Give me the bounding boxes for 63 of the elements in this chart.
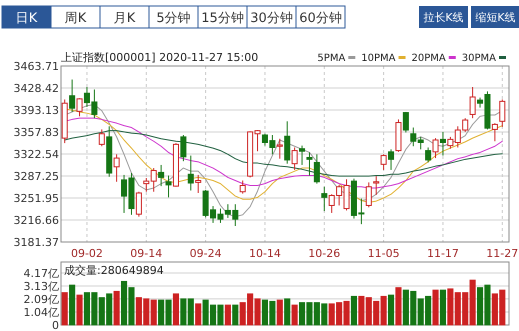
candlestick: [158, 164, 164, 187]
bar: [284, 298, 290, 326]
legend-label: 20PMA: [412, 53, 446, 64]
y-tick-label: 0: [52, 319, 59, 331]
legend-label: 10PMA: [361, 53, 396, 64]
bar: [292, 304, 298, 326]
text: 缩短K线: [475, 11, 516, 24]
candlestick: [195, 174, 202, 194]
text: 30分钟: [250, 11, 293, 26]
candlestick: [106, 126, 112, 178]
bar: [395, 287, 402, 326]
y-tick-label: 3357.83: [14, 126, 59, 139]
x-tick-label: 09-14: [130, 247, 162, 260]
y-tick-label: 3.13亿: [24, 280, 59, 293]
bar: [224, 304, 231, 326]
x-tick-label: 10-26: [308, 247, 340, 260]
chart-title: 上证指数[000001] 2020-11-27 15:00: [61, 51, 258, 64]
bar: [350, 296, 358, 326]
x-tick-label: 10-14: [248, 247, 281, 260]
legend-label: 5PMA: [317, 53, 346, 64]
bar: [76, 294, 83, 326]
candlestick: [440, 131, 446, 156]
candlestick: [166, 175, 172, 198]
bar: [440, 290, 446, 326]
text: 60分钟: [299, 11, 342, 26]
x-tick-label: 11-17: [426, 247, 459, 260]
bar: [388, 294, 394, 326]
text: 周K: [64, 11, 87, 26]
x-tick-label: 09-24: [190, 247, 222, 260]
bar: [195, 303, 202, 326]
y-tick-label: 3181.37: [14, 236, 59, 249]
y-tick-label: 3463.71: [14, 60, 59, 73]
y-tick-label: 3393.13: [14, 104, 59, 117]
y-tick-label: 3428.42: [14, 82, 59, 95]
bar: [69, 284, 76, 326]
text: 15分钟: [201, 11, 244, 26]
bar: [172, 293, 180, 326]
candlestick: [76, 98, 83, 117]
candlestick: [69, 79, 76, 112]
candlestick: [306, 152, 312, 176]
x-tick-label: 11-05: [368, 247, 400, 260]
text: 月K: [114, 11, 136, 26]
x-tick-label: 09-02: [70, 247, 103, 260]
candlestick: [373, 176, 380, 196]
bar: [276, 300, 283, 326]
y-tick-label: 4.17亿: [24, 266, 59, 280]
y-tick-label: 3216.66: [14, 214, 59, 227]
y-tick-label: 2.09亿: [24, 292, 59, 306]
legend-label: 30PMA: [462, 53, 496, 64]
y-tick-label: 3287.25: [14, 170, 59, 183]
y-tick-label: 3322.54: [14, 148, 59, 161]
bar: [432, 290, 439, 326]
bar: [114, 290, 120, 326]
text: 5分钟: [156, 11, 191, 26]
bar: [62, 292, 68, 326]
y-tick-label: 3251.95: [14, 192, 59, 206]
text: 拉长K线: [423, 11, 464, 24]
text: 日K: [16, 11, 38, 26]
chart-title: 成交量:280649894: [64, 264, 164, 277]
candlestick: [188, 155, 194, 191]
x-tick-label: 11-27: [486, 247, 518, 260]
y-tick-label: 1.04亿: [24, 306, 59, 320]
bar: [232, 304, 238, 326]
